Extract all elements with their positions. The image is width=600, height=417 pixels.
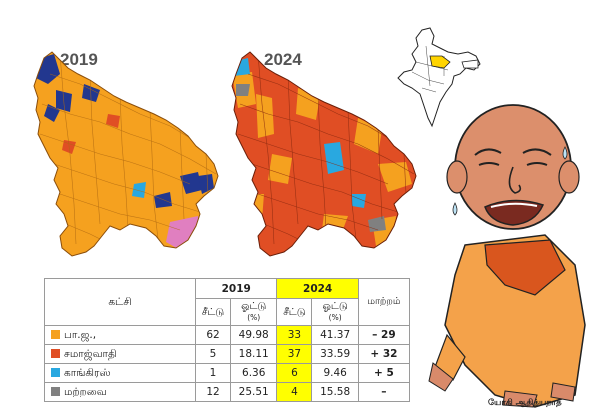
seats-2024-cell: 33 [276, 325, 313, 345]
party-cell: பா.ஜ., [44, 325, 196, 345]
party-name: பா.ஜ., [64, 328, 97, 341]
vote-2024-header: ஓட்டு (%) [311, 298, 359, 326]
vote-2019-cell: 49.98 [229, 325, 278, 345]
party-name: சமாஜ்வாதி [64, 347, 117, 360]
vote-label: ஓட்டு [322, 301, 348, 312]
vote-unit: (%) [328, 313, 342, 322]
table-row: மற்றவை 12 25.51 4 15.58 – [44, 382, 411, 402]
change-cell: – [357, 382, 411, 402]
vote-label: ஓட்டு [241, 301, 267, 312]
vote-2019-header: ஓட்டு (%) [229, 298, 278, 326]
seats-2024-cell: 4 [276, 382, 313, 402]
vote-2019-cell: 25.51 [229, 382, 278, 402]
caricature-caption: யோகி ஆதித்யநாத் [488, 398, 562, 408]
election-results-table: கட்சி 2019 2024 மாற்றம் சீட்டு ஓட்டு (%)… [44, 278, 411, 402]
party-color-swatch [51, 329, 60, 339]
change-cell: + 32 [357, 344, 411, 364]
party-name: காங்கிரஸ் [64, 366, 111, 379]
table-row: பா.ஜ., 62 49.98 33 41.37 – 29 [44, 325, 411, 345]
year-2024-label: 2024 [264, 50, 302, 69]
year-2019-label: 2019 [60, 50, 98, 69]
party-column-header: கட்சி [44, 278, 196, 326]
party-cell: சமாஜ்வாதி [44, 344, 196, 364]
table-row: காங்கிரஸ் 1 6.36 6 9.46 + 5 [44, 363, 411, 383]
vote-2024-cell: 41.37 [311, 325, 359, 345]
seats-2024-cell: 37 [276, 344, 313, 364]
yogi-adityanath-caricature [425, 95, 600, 413]
vote-2024-cell: 33.59 [311, 344, 359, 364]
vote-2019-cell: 6.36 [229, 363, 278, 383]
vote-2024-cell: 9.46 [311, 363, 359, 383]
change-cell: + 5 [357, 363, 411, 383]
party-name: மற்றவை [64, 385, 107, 398]
party-color-swatch [51, 367, 60, 377]
change-column-header: மாற்றம் [357, 278, 411, 326]
seats-2024-cell: 6 [276, 363, 313, 383]
party-color-swatch [51, 386, 60, 396]
vote-2019-cell: 18.11 [229, 344, 278, 364]
party-cell: மற்றவை [44, 382, 196, 402]
seats-2024-header: சீட்டு [276, 298, 313, 326]
seats-2019-cell: 12 [195, 382, 231, 402]
india-locator-map [392, 26, 484, 130]
seats-2019-header: சீட்டு [195, 298, 231, 326]
seats-2019-cell: 5 [195, 344, 231, 364]
uttar-pradesh-map-2024 [228, 44, 443, 259]
year-2019-header: 2019 [194, 278, 278, 299]
change-cell: – 29 [357, 325, 411, 345]
party-cell: காங்கிரஸ் [44, 363, 196, 383]
table-row: சமாஜ்வாதி 5 18.11 37 33.59 + 32 [44, 344, 411, 364]
seats-2019-cell: 62 [195, 325, 231, 345]
vote-unit: (%) [247, 313, 261, 322]
seats-2019-cell: 1 [195, 363, 231, 383]
party-color-swatch [51, 348, 60, 358]
uttar-pradesh-map-2019 [30, 44, 245, 259]
vote-2024-cell: 15.58 [311, 382, 359, 402]
year-2024-header: 2024 [276, 278, 359, 299]
